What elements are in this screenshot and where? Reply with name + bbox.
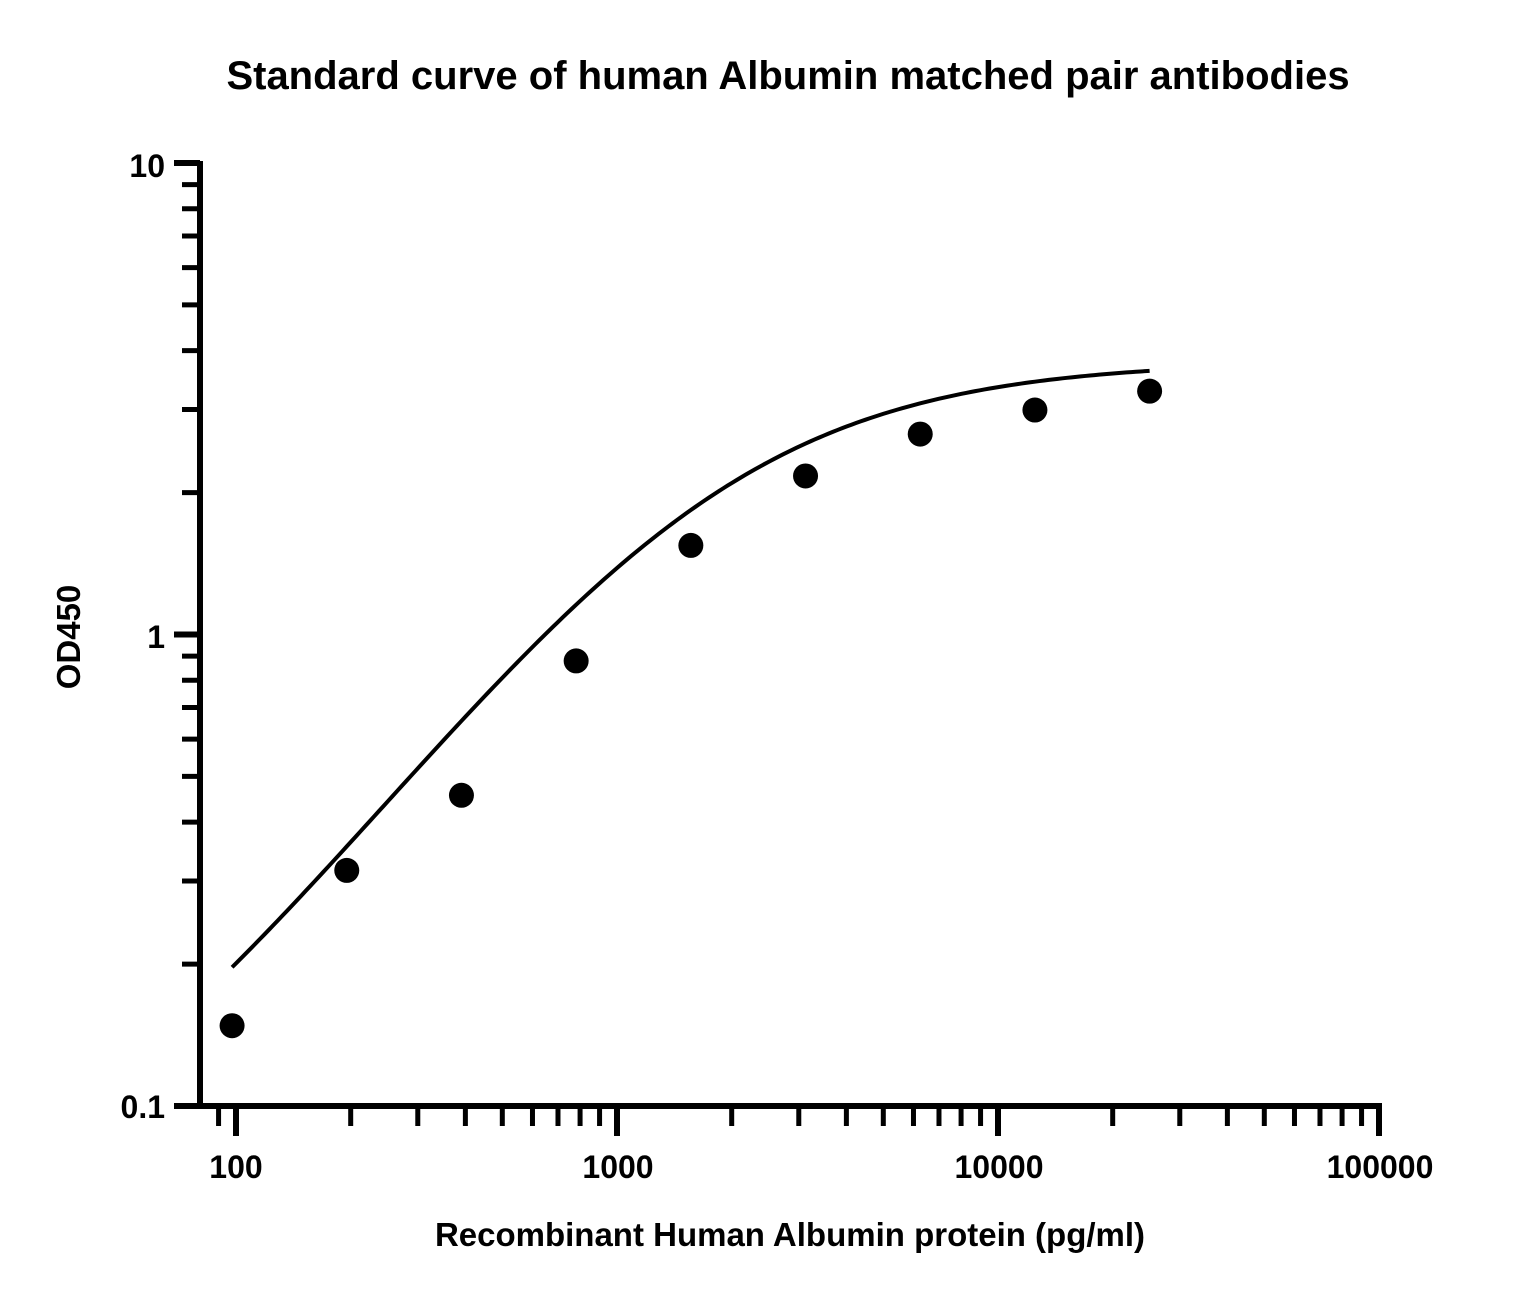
x-tick-label: 100000: [1327, 1149, 1434, 1185]
data-point: [1137, 378, 1163, 404]
y-tick-label: 10: [129, 148, 165, 184]
y-tick-labels: 0.1 1 10: [121, 148, 165, 1125]
x-tick-label: 100: [209, 1149, 262, 1185]
chart-title: Standard curve of human Albumin matched …: [226, 54, 1349, 98]
x-tick-labels: 100 1000 10000 100000: [209, 1149, 1433, 1185]
y-tick-label: 1: [147, 619, 165, 655]
y-tick-label: 0.1: [121, 1089, 165, 1125]
x-tick-label: 10000: [955, 1149, 1044, 1185]
data-point: [907, 421, 933, 447]
data-point: [563, 648, 589, 674]
data-point: [219, 1013, 245, 1039]
y-axis-label-group: OD450: [50, 585, 87, 690]
fit-curve: [230, 368, 1150, 969]
fit-curve-group: [230, 368, 1150, 969]
data-point: [678, 532, 704, 558]
x-tick-label: 1000: [582, 1149, 653, 1185]
data-point: [334, 857, 360, 883]
y-axis-label: OD450: [50, 585, 87, 690]
data-point: [448, 782, 474, 808]
data-point: [1022, 397, 1048, 423]
axes: [174, 160, 1382, 1136]
data-points: [219, 378, 1163, 1039]
data-point: [793, 463, 819, 489]
x-axis-label: Recombinant Human Albumin protein (pg/ml…: [435, 1216, 1145, 1253]
